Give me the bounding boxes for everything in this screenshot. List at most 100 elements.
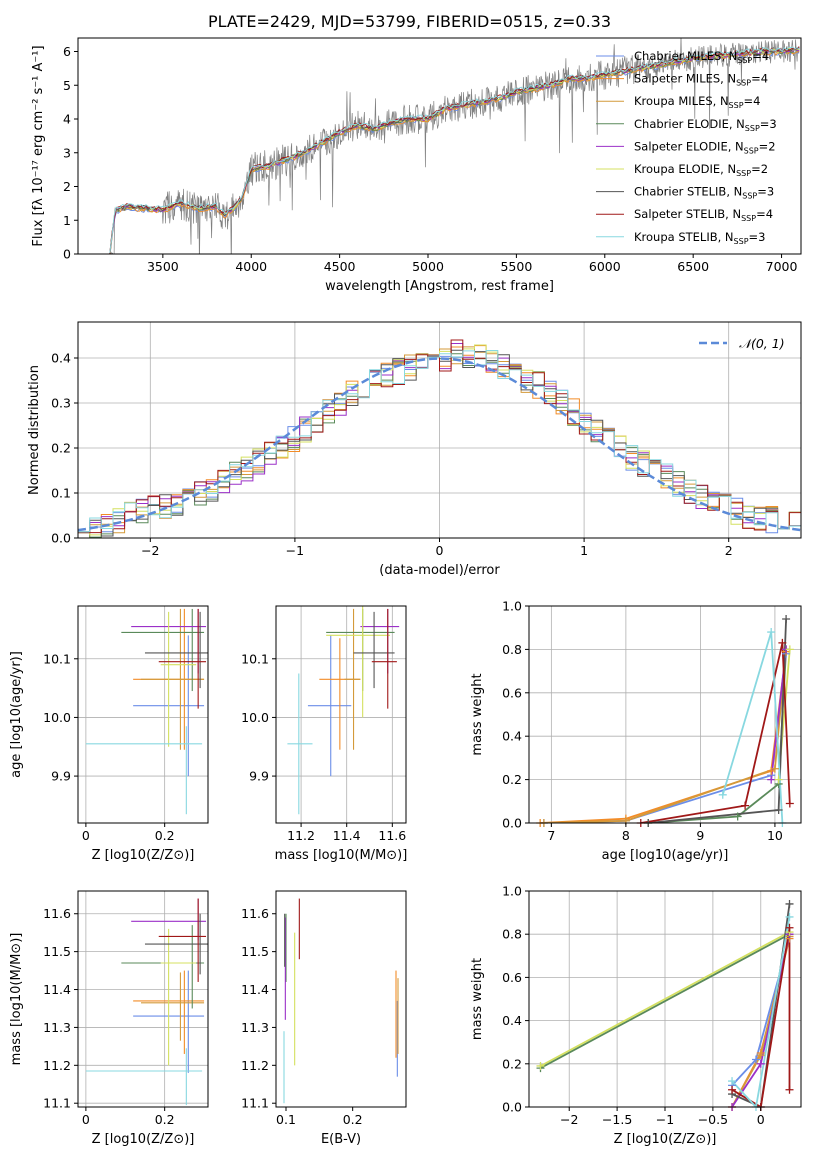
spectrum-legend-label: Kroupa STELIB, NSSP=3 — [634, 230, 765, 246]
age-weight-xtick-label: 8 — [622, 828, 630, 843]
residuals-ytick-label: 0.3 — [51, 396, 71, 411]
ebv-mass-ytick-label: 11.3 — [241, 1020, 269, 1035]
ebv-mass-xlabel: E(B-V) — [321, 1132, 361, 1147]
z-weight-panel: −2 −1.5 −1 −0.5 0 0.0 0.2 0.4 0.6 0.8 1.0 Z [log10(… — [470, 884, 802, 1147]
mass-age-frame — [275, 605, 407, 824]
spectrum-xtick-label: 3500 — [147, 259, 179, 274]
z-age-panel: 0 0.2 9.9 10.0 10.1 Z [log10(Z/Z⊙)] age [log10… — [9, 605, 209, 863]
z-weight-point-marker — [785, 923, 794, 932]
spectrum-legend-label: Chabrier MILES, NSSP=4 — [634, 49, 769, 65]
z-age-plot-area — [85, 608, 208, 815]
mass-age-xtick-label: 11.2 — [287, 828, 315, 843]
spectrum-legend-label: Chabrier STELIB, NSSP=3 — [634, 185, 774, 201]
ebv-mass-frame — [275, 890, 407, 1108]
age-weight-series-line — [721, 631, 784, 823]
spectrum-panel: 3500 4000 4500 5000 5500 6000 6500 7000 0 1 2 3 4 5 6 w… — [31, 37, 802, 294]
age-weight-xtick-label: 9 — [696, 828, 704, 843]
spectrum-xtick-label: 4500 — [324, 259, 356, 274]
z-weight-xtick-label: −1.5 — [602, 1112, 632, 1127]
z-mass-ytick-label: 11.4 — [43, 982, 71, 997]
residual-histogram-9 — [78, 350, 801, 533]
z-age-xlabel: Z [log10(Z/Z⊙)] — [92, 848, 195, 863]
age-weight-ytick-label: 1.0 — [502, 599, 522, 614]
spectrum-ytick-label: 6 — [63, 44, 71, 59]
ebv-mass-plot-area — [283, 898, 399, 1104]
age-weight-point-marker — [733, 812, 742, 821]
spectrum-legend-label: Salpeter MILES, NSSP=4 — [634, 72, 768, 88]
z-weight-series-line — [731, 916, 791, 1107]
z-age-xtick-label: 0.2 — [155, 828, 175, 843]
z-mass-ytick-label: 11.3 — [43, 1020, 71, 1035]
spectrum-ytick-label: 2 — [63, 179, 71, 194]
spectrum-legend-label: Kroupa MILES, NSSP=4 — [634, 94, 760, 110]
z-mass-xtick-label: 0 — [82, 1112, 90, 1127]
spectrum-legend-label: Salpeter STELIB, NSSP=4 — [634, 207, 773, 223]
z-weight-xlabel: Z [log10(Z/Z⊙)] — [614, 1132, 717, 1147]
z-weight-xtick-label: −1 — [656, 1112, 674, 1127]
age-weight-point-marker — [782, 615, 791, 624]
mass-age-xtick-label: 11.6 — [378, 828, 406, 843]
z-weight-ytick-label: 0.4 — [502, 1013, 522, 1028]
age-weight-panel: 7 8 9 10 0.0 0.2 0.4 0.6 0.8 1.0 age [log10(age/yr… — [470, 599, 802, 863]
residual-histogram-8 — [78, 339, 801, 534]
residuals-plot-area — [78, 339, 801, 538]
spectrum-xtick-label: 5000 — [412, 259, 444, 274]
z-age-ytick-label: 9.9 — [51, 769, 71, 784]
figure-title: PLATE=2429, MJD=53799, FIBERID=0515, z=0… — [207, 12, 612, 31]
spectrum-frame — [77, 37, 802, 255]
normal-distribution-curve — [78, 357, 801, 532]
spectrum-plot-area — [109, 38, 800, 254]
age-weight-ytick-label: 0.2 — [502, 772, 522, 787]
residuals-ytick-label: 0.2 — [51, 441, 71, 456]
mass-age-xtick-label: 11.4 — [333, 828, 361, 843]
age-weight-ylabel: mass weight — [470, 673, 485, 755]
residuals-xtick-label: −2 — [141, 543, 159, 558]
z-age-xtick-label: 0 — [82, 828, 90, 843]
mass-age-plot-area — [287, 606, 400, 815]
z-mass-ytick-label: 11.2 — [43, 1058, 71, 1073]
residuals-xtick-label: 1 — [580, 543, 588, 558]
ebv-mass-ytick-label: 11.5 — [241, 944, 269, 959]
z-age-ylabel: age [log10(age/yr)] — [9, 651, 24, 778]
spectrum-legend-label: Salpeter ELODIE, NSSP=2 — [634, 139, 776, 155]
spectrum-legend-label: Chabrier ELODIE, NSSP=3 — [634, 117, 777, 133]
age-weight-series-line — [540, 651, 787, 823]
age-weight-point-marker — [774, 775, 783, 784]
residuals-xtick-label: 2 — [725, 543, 733, 558]
spectrum-ytick-label: 1 — [63, 213, 71, 228]
z-mass-xlabel: Z [log10(Z/Z⊙)] — [92, 1132, 195, 1147]
z-mass-plot-area — [85, 898, 208, 1106]
age-weight-point-marker — [778, 638, 787, 647]
age-weight-point-marker — [741, 801, 750, 810]
model-spectrum-line-9 — [109, 46, 800, 253]
mass-age-xlabel: mass [log10(M/M⊙)] — [275, 848, 408, 863]
age-weight-point-marker — [770, 764, 779, 773]
z-mass-ylabel: mass [log10(M/M⊙)] — [9, 933, 24, 1066]
age-weight-point-marker — [774, 805, 783, 814]
age-weight-point-marker — [785, 799, 794, 808]
z-mass-frame — [77, 890, 209, 1108]
spectrum-xtick-label: 6000 — [589, 259, 621, 274]
spectrum-ytick-label: 4 — [63, 112, 71, 127]
z-weight-point-marker — [756, 1051, 765, 1060]
age-weight-xtick-label: 7 — [547, 828, 555, 843]
spectrum-ytick-label: 3 — [63, 145, 71, 160]
spectrum-ylabel: Flux [fλ 10⁻¹⁷ erg cm⁻² s⁻¹ A⁻¹] — [31, 45, 46, 246]
age-weight-ytick-label: 0.6 — [502, 685, 522, 700]
z-mass-xtick-label: 0.2 — [155, 1112, 175, 1127]
spectrum-xtick-label: 7000 — [766, 259, 798, 274]
ebv-mass-ytick-label: 11.2 — [241, 1058, 269, 1073]
age-weight-series-line — [640, 642, 791, 823]
z-age-ytick-label: 10.0 — [43, 710, 71, 725]
age-weight-series-line — [543, 649, 787, 823]
age-weight-xtick-label: 10 — [767, 828, 783, 843]
z-weight-ytick-label: 0.2 — [502, 1056, 522, 1071]
residuals-ytick-label: 0.4 — [51, 351, 71, 366]
z-weight-point-marker — [785, 899, 794, 908]
z-weight-series-line — [540, 933, 790, 1069]
z-weight-point-marker — [751, 1055, 760, 1064]
spectrum-xtick-label: 4000 — [235, 259, 267, 274]
z-weight-xtick-label: 0 — [757, 1112, 765, 1127]
ebv-mass-ytick-label: 11.6 — [241, 906, 269, 921]
